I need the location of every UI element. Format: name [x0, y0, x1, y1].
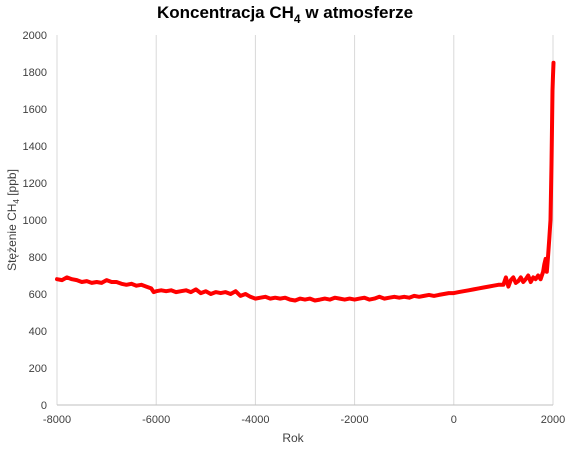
y-axis-ticks: 0 200 400 600 800 1000 1200 1400 1600 1800 2000: [23, 30, 47, 412]
y-tick-label: 1200: [23, 178, 47, 190]
y-tick-label: 600: [29, 289, 47, 301]
x-tick-label: -6000: [142, 414, 170, 426]
y-tick-label: 1800: [23, 67, 47, 79]
y-tick-label: 0: [41, 400, 47, 412]
ch4-concentration-line: [55, 60, 556, 303]
y-tick-label: 1000: [23, 215, 47, 227]
y-tick-label: 1600: [23, 104, 47, 116]
x-axis-label: Rok: [282, 431, 304, 445]
x-tick-label: -8000: [43, 414, 71, 426]
y-tick-label: 2000: [23, 30, 47, 42]
x-tick-label: -2000: [341, 414, 369, 426]
y-tick-label: 1400: [23, 141, 47, 153]
y-tick-label: 400: [29, 326, 47, 338]
x-tick-label: 0: [451, 414, 457, 426]
x-axis-ticks: -8000 -6000 -4000 -2000 0 2000: [43, 414, 565, 426]
chart-title: Koncentracja CH4 w atmosferze: [157, 3, 413, 26]
y-axis-label: Stężenie CH4 [ppb]: [5, 169, 21, 271]
x-tick-label: 2000: [541, 414, 565, 426]
x-tick-label: -4000: [241, 414, 269, 426]
y-tick-label: 200: [29, 363, 47, 375]
vertical-gridlines: [56, 35, 554, 405]
y-tick-label: 800: [29, 252, 47, 264]
